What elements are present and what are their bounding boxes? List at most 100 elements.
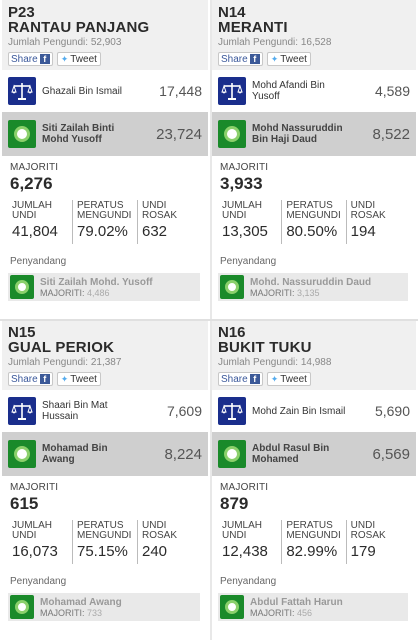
- seat-header: N14 MERANTI Jumlah Pengundi: 16,528 Shar…: [212, 0, 416, 70]
- share-label: Share: [11, 373, 38, 385]
- pas-moon-logo-icon: [8, 440, 36, 468]
- tweet-label: Tweet: [70, 373, 97, 385]
- candidate-name: Mohamad Bin Awang: [42, 443, 108, 465]
- candidate-name: Abdul Rasul Bin Mohamed: [252, 443, 330, 465]
- spoilt-votes-value: 194: [350, 223, 376, 240]
- facebook-share-button[interactable]: Share f: [218, 52, 263, 66]
- majority-value: 3,933: [220, 174, 263, 193]
- candidate-row-1: Abdul Rasul Bin Mohamed 6,569: [212, 432, 416, 476]
- tweet-button[interactable]: ✦ Tweet: [56, 372, 101, 386]
- spoilt-votes-stat: UNDI ROSAK 194: [345, 200, 410, 244]
- spoilt-votes-stat: UNDI ROSAK 240: [137, 520, 202, 564]
- share-label: Share: [221, 373, 248, 385]
- incumbent-block: Penyandang Siti Zailah Mohd. Yusoff MAJO…: [2, 244, 208, 301]
- share-row: Share f ✦ Tweet: [8, 52, 202, 66]
- seat-header: N16 BUKIT TUKU Jumlah Pengundi: 14,988 S…: [212, 320, 416, 390]
- seat-card-n14: N14 MERANTI Jumlah Pengundi: 16,528 Shar…: [210, 0, 416, 320]
- total-votes-stat: JUMLAH UNDI 13,305: [218, 200, 281, 244]
- total-votes-label: JUMLAH UNDI: [12, 520, 53, 541]
- incumbent-row: Siti Zailah Mohd. Yusoff MAJORITI: 4,486: [8, 273, 200, 301]
- turnout-value: 80.50%: [286, 223, 338, 240]
- seat-card-p23: P23 RANTAU PANJANG Jumlah Pengundi: 52,9…: [2, 0, 208, 320]
- incumbent-majority: MAJORITI: 456: [250, 607, 313, 618]
- candidate-row-1: Siti Zailah Binti Mohd Yusoff 23,724: [2, 112, 208, 156]
- pas-moon-logo-icon: [8, 120, 36, 148]
- candidate-votes: 17,448: [159, 83, 202, 99]
- stats-row: JUMLAH UNDI 13,305 PERATUS MENGUNDI 80.50%…: [218, 200, 410, 244]
- total-votes-label: JUMLAH UNDI: [222, 520, 263, 541]
- turnout-stat: PERATUS MENGUNDI 80.50%: [281, 200, 345, 244]
- incumbent-party-logo-icon: [220, 275, 244, 299]
- seat-name: BUKIT TUKU: [218, 339, 312, 356]
- tweet-label: Tweet: [70, 53, 97, 65]
- incumbent-label: Penyandang: [10, 256, 67, 267]
- incumbent-row: Mohd. Nassuruddin Daud MAJORITI: 3,135: [218, 273, 408, 301]
- turnout-value: 82.99%: [286, 543, 338, 560]
- voter-count: Jumlah Pengundi: 21,387: [8, 357, 202, 368]
- voter-count-value: 14,988: [300, 357, 332, 368]
- spoilt-votes-stat: UNDI ROSAK 632: [137, 200, 202, 244]
- twitter-bird-icon: ✦: [270, 53, 279, 64]
- turnout-value: 79.02%: [77, 223, 128, 240]
- majority-value: 6,276: [10, 174, 53, 193]
- majority-label: MAJORITI: [220, 162, 269, 173]
- turnout-label: PERATUS MENGUNDI: [77, 200, 132, 221]
- incumbent-row: Mohamad Awang MAJORITI: 733: [8, 593, 200, 621]
- seat-card-n15: N15 GUAL PERIOK Jumlah Pengundi: 21,387 …: [2, 320, 208, 640]
- twitter-bird-icon: ✦: [60, 53, 69, 64]
- total-votes-value: 13,305: [222, 223, 268, 240]
- scales-icon: [11, 403, 33, 420]
- spoilt-votes-value: 179: [350, 543, 376, 560]
- share-row: Share f ✦ Tweet: [8, 372, 202, 386]
- seat-name: GUAL PERIOK: [8, 339, 115, 356]
- tweet-label: Tweet: [280, 53, 307, 65]
- majority-block: MAJORITI 615: [2, 476, 208, 516]
- spoilt-votes-label: UNDI ROSAK: [142, 200, 178, 221]
- twitter-bird-icon: ✦: [270, 373, 279, 384]
- voter-count-label: Jumlah Pengundi:: [218, 357, 299, 368]
- voter-count-label: Jumlah Pengundi:: [8, 37, 89, 48]
- facebook-icon: f: [39, 374, 50, 384]
- voter-count: Jumlah Pengundi: 14,988: [218, 357, 410, 368]
- candidate-votes: 5,690: [374, 403, 410, 419]
- spoilt-votes-label: UNDI ROSAK: [350, 520, 386, 541]
- tweet-label: Tweet: [280, 373, 307, 385]
- spoilt-votes-label: UNDI ROSAK: [350, 200, 386, 221]
- seat-code: N14: [218, 4, 246, 21]
- bn-scales-logo-icon: [218, 77, 246, 105]
- stats-row: JUMLAH UNDI 12,438 PERATUS MENGUNDI 82.99%…: [218, 520, 410, 564]
- bn-scales-logo-icon: [218, 397, 246, 425]
- spoilt-votes-value: 240: [142, 543, 168, 560]
- total-votes-stat: JUMLAH UNDI 16,073: [8, 520, 72, 564]
- incumbent-party-logo-icon: [10, 275, 34, 299]
- incumbent-label: Penyandang: [10, 576, 67, 587]
- candidate-row-0: Shaari Bin Mat Hussain 7,609: [2, 390, 208, 432]
- candidate-row-1: Mohd Nassuruddin Bin Haji Daud 8,522: [212, 112, 416, 156]
- spoilt-votes-label: UNDI ROSAK: [142, 520, 178, 541]
- facebook-share-button[interactable]: Share f: [218, 372, 263, 386]
- seat-header: P23 RANTAU PANJANG Jumlah Pengundi: 52,9…: [2, 0, 208, 70]
- candidate-name: Ghazali Bin Ismail: [42, 85, 123, 97]
- tweet-button[interactable]: ✦ Tweet: [266, 372, 311, 386]
- voter-count-label: Jumlah Pengundi:: [8, 357, 89, 368]
- incumbent-party-logo-icon: [10, 595, 34, 619]
- majority-value: 615: [10, 494, 39, 513]
- tweet-button[interactable]: ✦ Tweet: [266, 52, 311, 66]
- seat-card-n16: N16 BUKIT TUKU Jumlah Pengundi: 14,988 S…: [210, 320, 416, 640]
- voter-count: Jumlah Pengundi: 52,903: [8, 37, 202, 48]
- facebook-share-button[interactable]: Share f: [8, 372, 53, 386]
- candidate-votes: 23,724: [156, 125, 202, 143]
- incumbent-label: Penyandang: [220, 256, 277, 267]
- share-label: Share: [11, 53, 38, 65]
- incumbent-name: Mohd. Nassuruddin Daud: [250, 276, 372, 288]
- candidate-votes: 8,522: [372, 125, 410, 143]
- voter-count-value: 21,387: [90, 357, 122, 368]
- candidate-votes: 4,589: [374, 83, 410, 99]
- facebook-share-button[interactable]: Share f: [8, 52, 53, 66]
- majority-label: MAJORITI: [10, 482, 59, 493]
- candidate-name: Mohd Afandi Bin Yusoff: [252, 80, 325, 102]
- turnout-label: PERATUS MENGUNDI: [286, 200, 341, 221]
- majority-block: MAJORITI 879: [212, 476, 416, 516]
- total-votes-value: 16,073: [12, 543, 58, 560]
- tweet-button[interactable]: ✦ Tweet: [56, 52, 101, 66]
